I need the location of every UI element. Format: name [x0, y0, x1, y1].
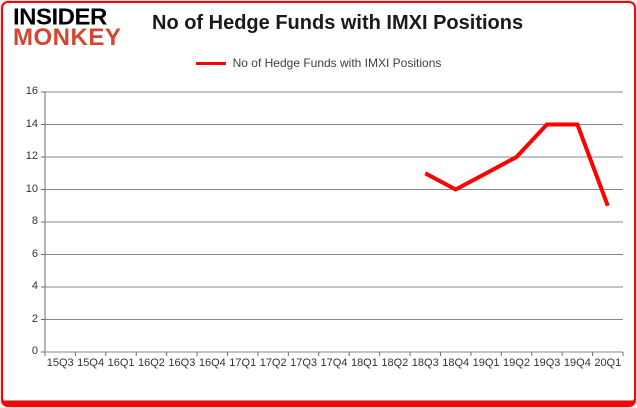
y-axis-label: 6: [31, 247, 38, 260]
y-axis-labels: 0 2 4 6 8 10 12 14 16: [0, 85, 38, 357]
series-line: [424, 122, 610, 207]
x-axis-label: 18Q3: [411, 357, 439, 369]
legend-label: No of Hedge Funds with IMXI Positions: [232, 56, 442, 70]
x-axis-labels: 15Q3 15Q4 16Q1 16Q2 16Q3 16Q4 17Q1 17Q2 17Q3 17Q4…: [45, 357, 623, 373]
x-axis-label: 15Q4: [77, 357, 105, 369]
y-axis-label: 12: [25, 150, 38, 162]
y-axis-label: 4: [31, 280, 38, 292]
y-axis-label: 8: [31, 215, 38, 227]
x-axis-label: 19Q4: [563, 357, 591, 369]
x-axis-label: 16Q4: [198, 357, 226, 369]
y-axis-label: 14: [25, 117, 38, 130]
y-axis-label: 0: [31, 345, 38, 357]
x-axis-label: 18Q2: [381, 357, 409, 369]
y-axis-label: 10: [25, 182, 38, 195]
x-axis-label: 19Q1: [472, 357, 500, 369]
legend: No of Hedge Funds with IMXI Positions: [0, 56, 637, 70]
x-axis-label: 18Q4: [442, 357, 470, 369]
insider-monkey-logo: INSIDER MONKEY: [13, 4, 122, 52]
x-axis-label: 16Q3: [168, 357, 196, 369]
x-axis-label: 16Q2: [138, 357, 165, 369]
y-axis-label: 16: [25, 85, 38, 97]
x-axis-label: 15Q3: [46, 357, 74, 369]
x-axis-label: 18Q1: [350, 357, 378, 369]
logo-line-monkey: MONKEY: [13, 24, 122, 52]
x-axis-label: 17Q4: [320, 357, 348, 369]
x-axis-label: 16Q1: [107, 357, 135, 369]
x-axis-label: 17Q3: [290, 357, 318, 369]
plot-svg: [41, 91, 624, 356]
x-axis-label: 19Q3: [533, 357, 561, 369]
x-axis-label: 17Q2: [259, 357, 287, 369]
chart-title: No of Hedge Funds with IMXI Positions: [152, 12, 524, 34]
x-axis-label: 17Q1: [229, 357, 257, 369]
logo-line-insider: INSIDER: [13, 4, 107, 31]
x-axis-label: 20Q1: [594, 357, 622, 369]
y-axis-label: 2: [31, 312, 38, 325]
x-axis-label: 19Q2: [503, 357, 530, 369]
legend-line-swatch: [195, 61, 226, 65]
